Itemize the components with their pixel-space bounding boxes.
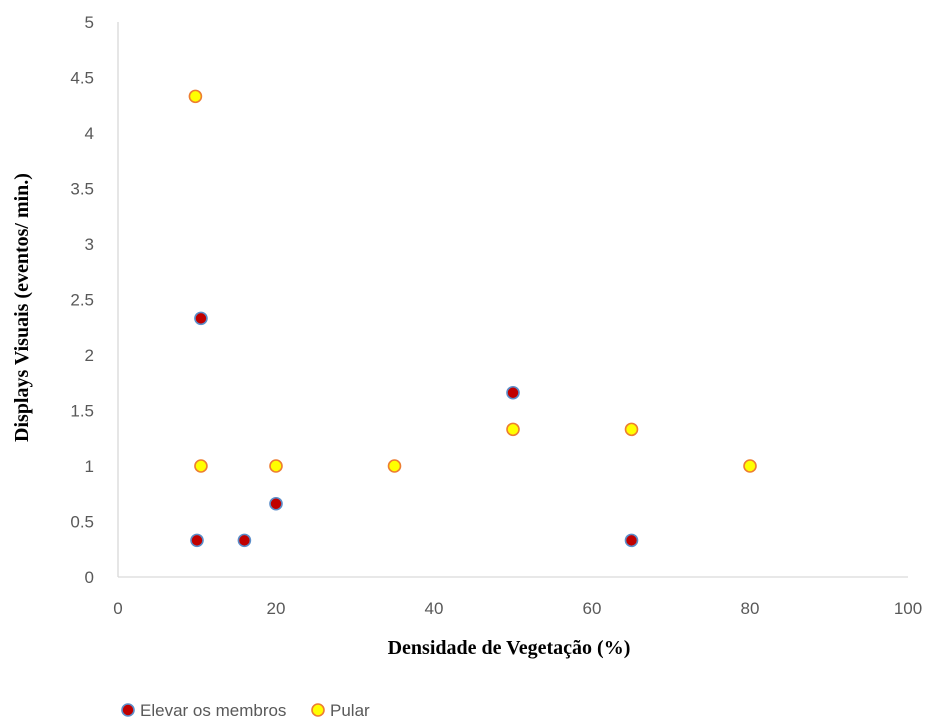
x-tick-label: 40 <box>425 599 444 618</box>
y-axis-title: Displays Visuais (eventos/ min.) <box>11 173 33 442</box>
legend-marker <box>121 703 135 717</box>
x-tick-label: 80 <box>741 599 760 618</box>
point-elevar-os-membros <box>624 533 639 548</box>
y-tick-label: 3.5 <box>70 180 94 199</box>
point-elevar-os-membros <box>237 533 252 548</box>
legend-marker <box>311 703 325 717</box>
y-tick-label: 5 <box>85 13 94 32</box>
point-elevar-os-membros <box>506 385 520 400</box>
point-pular <box>743 459 757 473</box>
tick-labels: 0 0.5 1 1.5 2 2.5 3 3.5 4 4.5 5 0 20 40 60 80 100 <box>70 13 922 618</box>
y-tick-label: 3 <box>85 235 94 254</box>
y-tick-label: 2 <box>85 346 94 365</box>
axes <box>117 22 908 578</box>
data-points <box>188 89 757 548</box>
point-pular <box>387 459 402 473</box>
x-tick-label: 0 <box>113 599 122 618</box>
y-tick-label: 4 <box>85 124 94 143</box>
point-pular <box>269 459 283 473</box>
point-pular <box>506 422 520 437</box>
y-tick-label: 0.5 <box>70 513 94 532</box>
point-pular <box>194 459 208 473</box>
legend-label: Pular <box>330 701 370 720</box>
legend: Elevar os membros Pular <box>121 701 370 720</box>
x-tick-label: 100 <box>894 599 922 618</box>
point-elevar-os-membros <box>190 533 204 548</box>
y-tick-label: 0 <box>85 568 94 587</box>
x-tick-label: 20 <box>267 599 286 618</box>
point-elevar-os-membros <box>269 496 283 511</box>
x-tick-label: 60 <box>583 599 602 618</box>
point-elevar-os-membros <box>194 311 208 326</box>
y-tick-label: 4.5 <box>70 69 94 88</box>
y-tick-label: 1 <box>85 457 94 476</box>
point-pular <box>624 422 639 437</box>
x-axis-title: Densidade de Vegetação (%) <box>388 637 631 659</box>
y-tick-label: 1.5 <box>70 402 94 421</box>
y-tick-label: 2.5 <box>70 291 94 310</box>
legend-label: Elevar os membros <box>140 701 286 720</box>
point-pular <box>188 89 203 104</box>
